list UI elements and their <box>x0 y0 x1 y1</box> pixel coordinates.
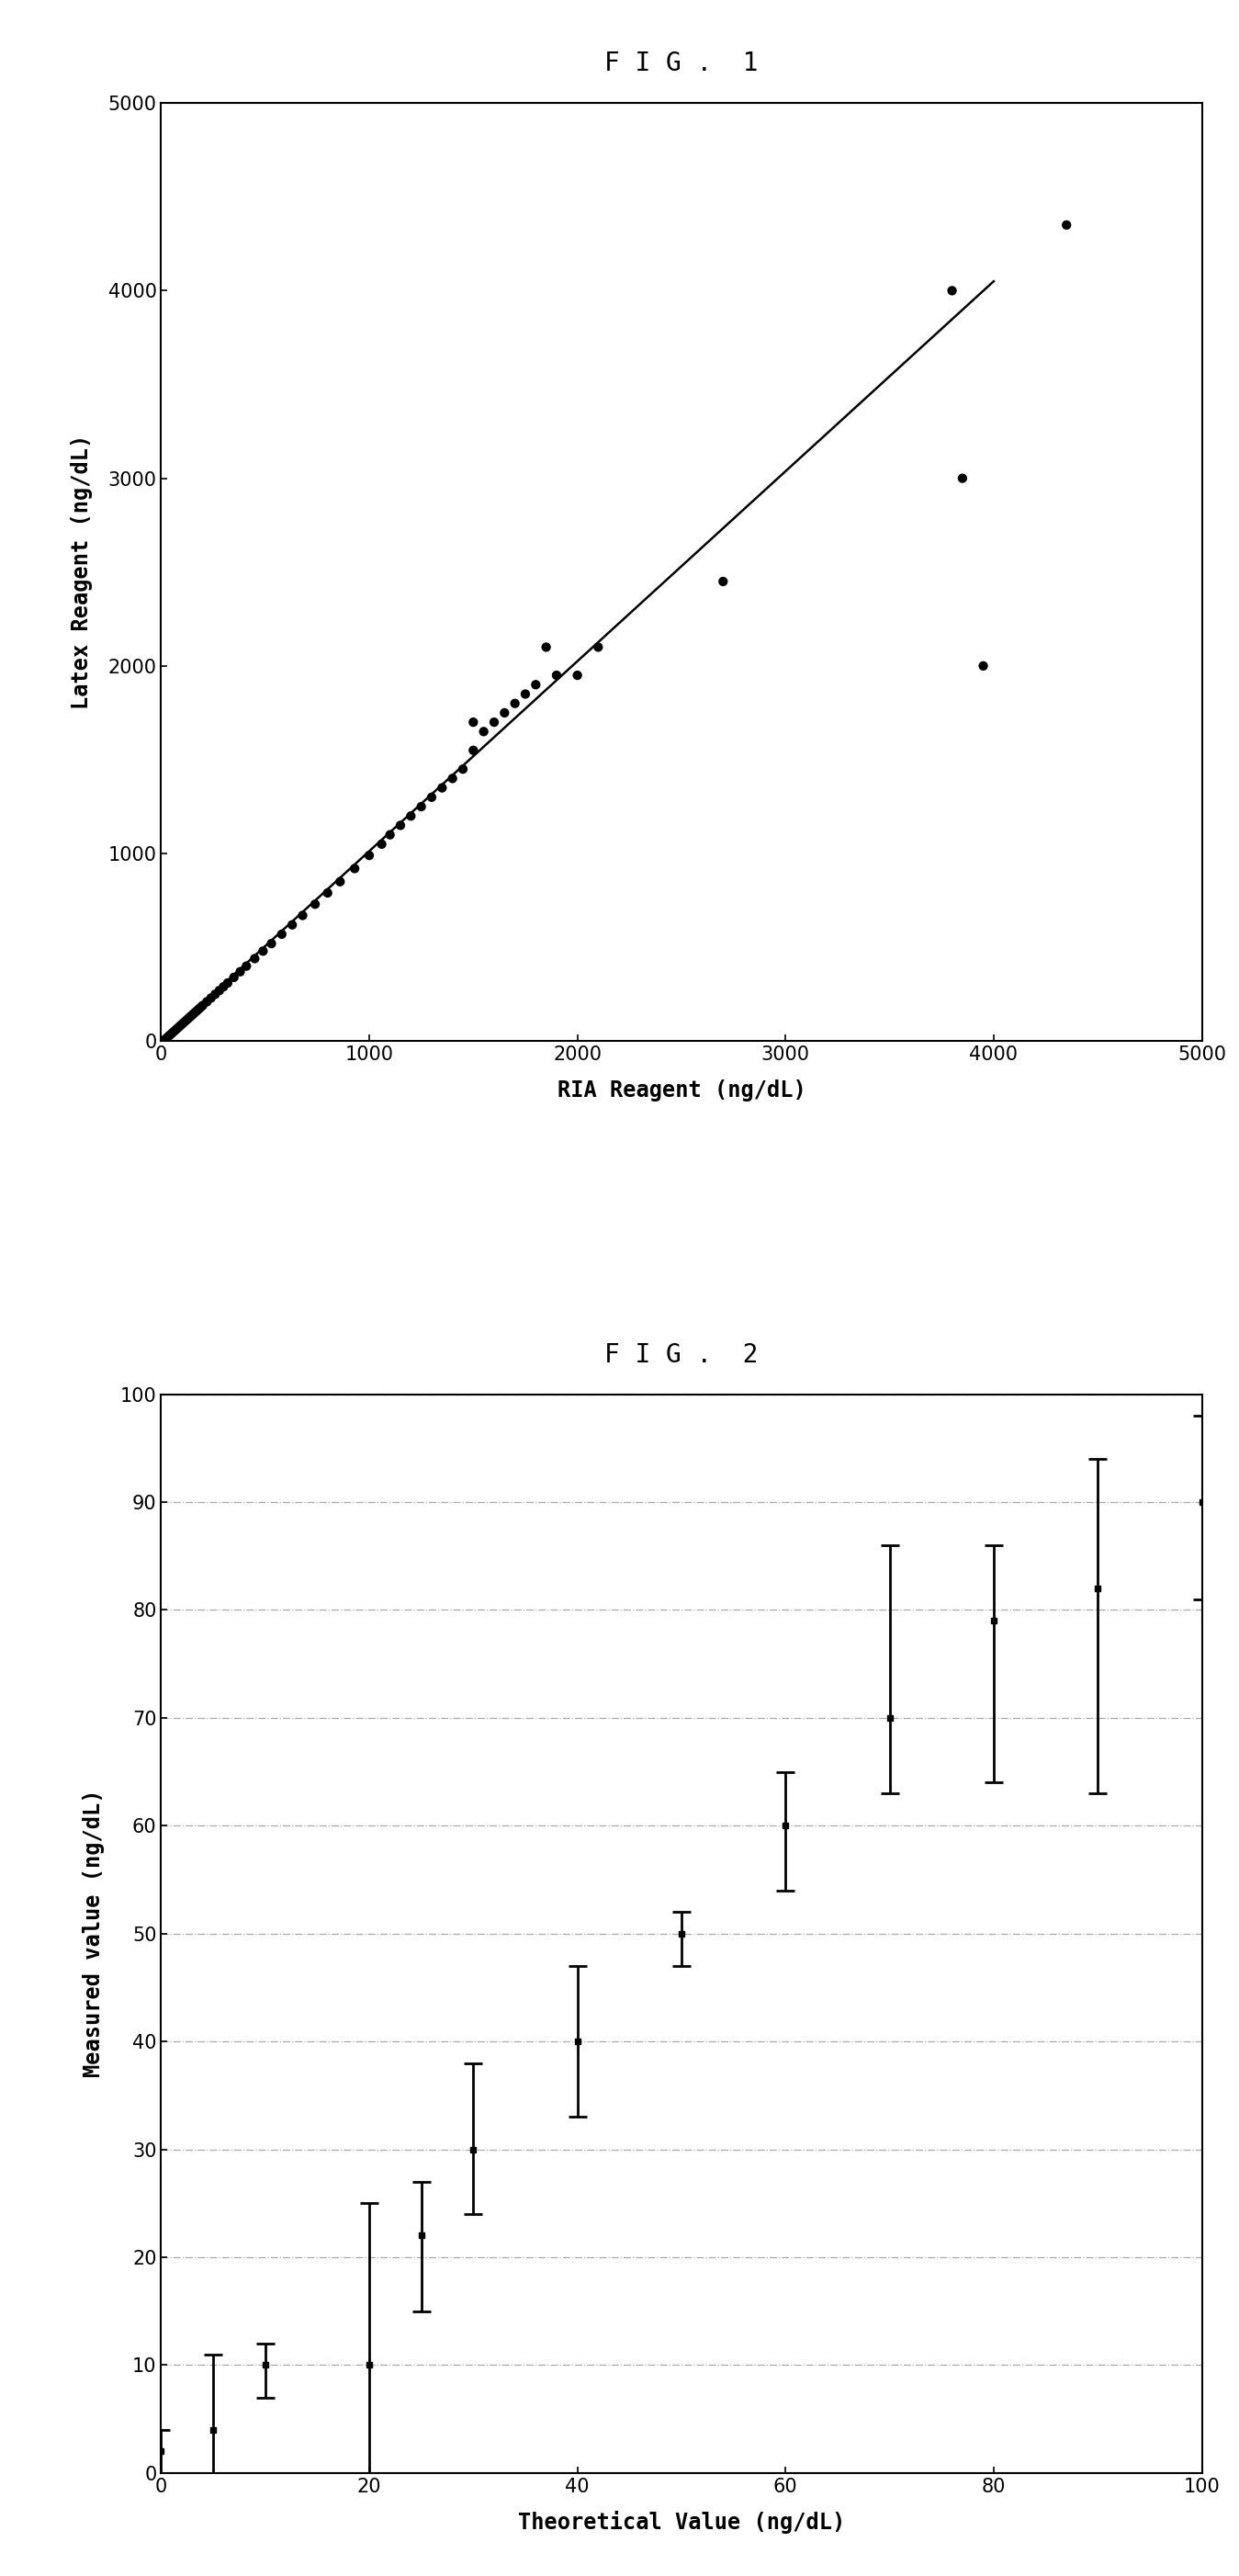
Point <box>245 938 265 979</box>
Point <box>185 992 204 1033</box>
Point <box>942 270 961 312</box>
Point <box>411 786 431 827</box>
Point <box>282 904 302 945</box>
Point <box>201 976 221 1018</box>
Point <box>188 989 208 1030</box>
Point <box>317 873 337 914</box>
Point <box>292 894 312 935</box>
Point <box>463 729 483 770</box>
Point <box>206 974 225 1015</box>
Point <box>546 654 566 696</box>
X-axis label: RIA Reagent (ng/dL): RIA Reagent (ng/dL) <box>558 1079 805 1103</box>
Point <box>253 930 273 971</box>
Point <box>271 914 291 956</box>
Point <box>359 835 379 876</box>
Point <box>155 1018 175 1059</box>
Point <box>193 984 213 1025</box>
Point <box>164 1012 183 1054</box>
Point <box>453 750 473 791</box>
Point <box>974 647 994 688</box>
Point <box>421 775 441 817</box>
Point <box>714 562 733 603</box>
Point <box>401 796 421 837</box>
Point <box>166 1010 186 1051</box>
Point <box>173 1002 193 1043</box>
Point <box>390 804 410 845</box>
Point <box>170 1005 190 1046</box>
Point <box>432 768 452 809</box>
Point <box>237 945 256 987</box>
Point <box>224 956 244 997</box>
Point <box>178 997 198 1038</box>
Point <box>261 922 281 963</box>
Point <box>525 665 545 706</box>
Point <box>473 711 493 752</box>
Point <box>213 966 233 1007</box>
Point <box>191 987 211 1028</box>
Point <box>218 963 238 1005</box>
Point <box>187 992 207 1033</box>
Point <box>536 626 556 667</box>
Y-axis label: Measured value (ng/dL): Measured value (ng/dL) <box>83 1790 105 2079</box>
Y-axis label: Latex Reagent (ng/dL): Latex Reagent (ng/dL) <box>71 435 93 708</box>
Point <box>330 860 349 902</box>
Point <box>463 701 483 742</box>
Point <box>1057 204 1077 245</box>
Point <box>380 814 400 855</box>
Point <box>589 626 608 667</box>
Point <box>161 1012 181 1054</box>
Point <box>515 672 535 714</box>
Title: F I G .  2: F I G . 2 <box>605 1342 758 1368</box>
Point <box>372 824 392 866</box>
Point <box>344 848 364 889</box>
Point <box>181 997 201 1038</box>
Point <box>176 999 196 1041</box>
Point <box>567 654 587 696</box>
Point <box>172 1005 192 1046</box>
Point <box>442 757 462 799</box>
Point <box>209 971 229 1012</box>
Point <box>157 1018 177 1059</box>
Point <box>230 951 250 992</box>
Point <box>953 459 973 500</box>
Point <box>197 981 217 1023</box>
X-axis label: Theoretical Value (ng/dL): Theoretical Value (ng/dL) <box>518 2512 845 2535</box>
Point <box>305 884 325 925</box>
Point <box>167 1007 187 1048</box>
Point <box>182 994 202 1036</box>
Point <box>160 1015 180 1056</box>
Title: F I G .  1: F I G . 1 <box>605 52 758 77</box>
Point <box>484 701 504 742</box>
Point <box>506 683 525 724</box>
Point <box>494 693 514 734</box>
